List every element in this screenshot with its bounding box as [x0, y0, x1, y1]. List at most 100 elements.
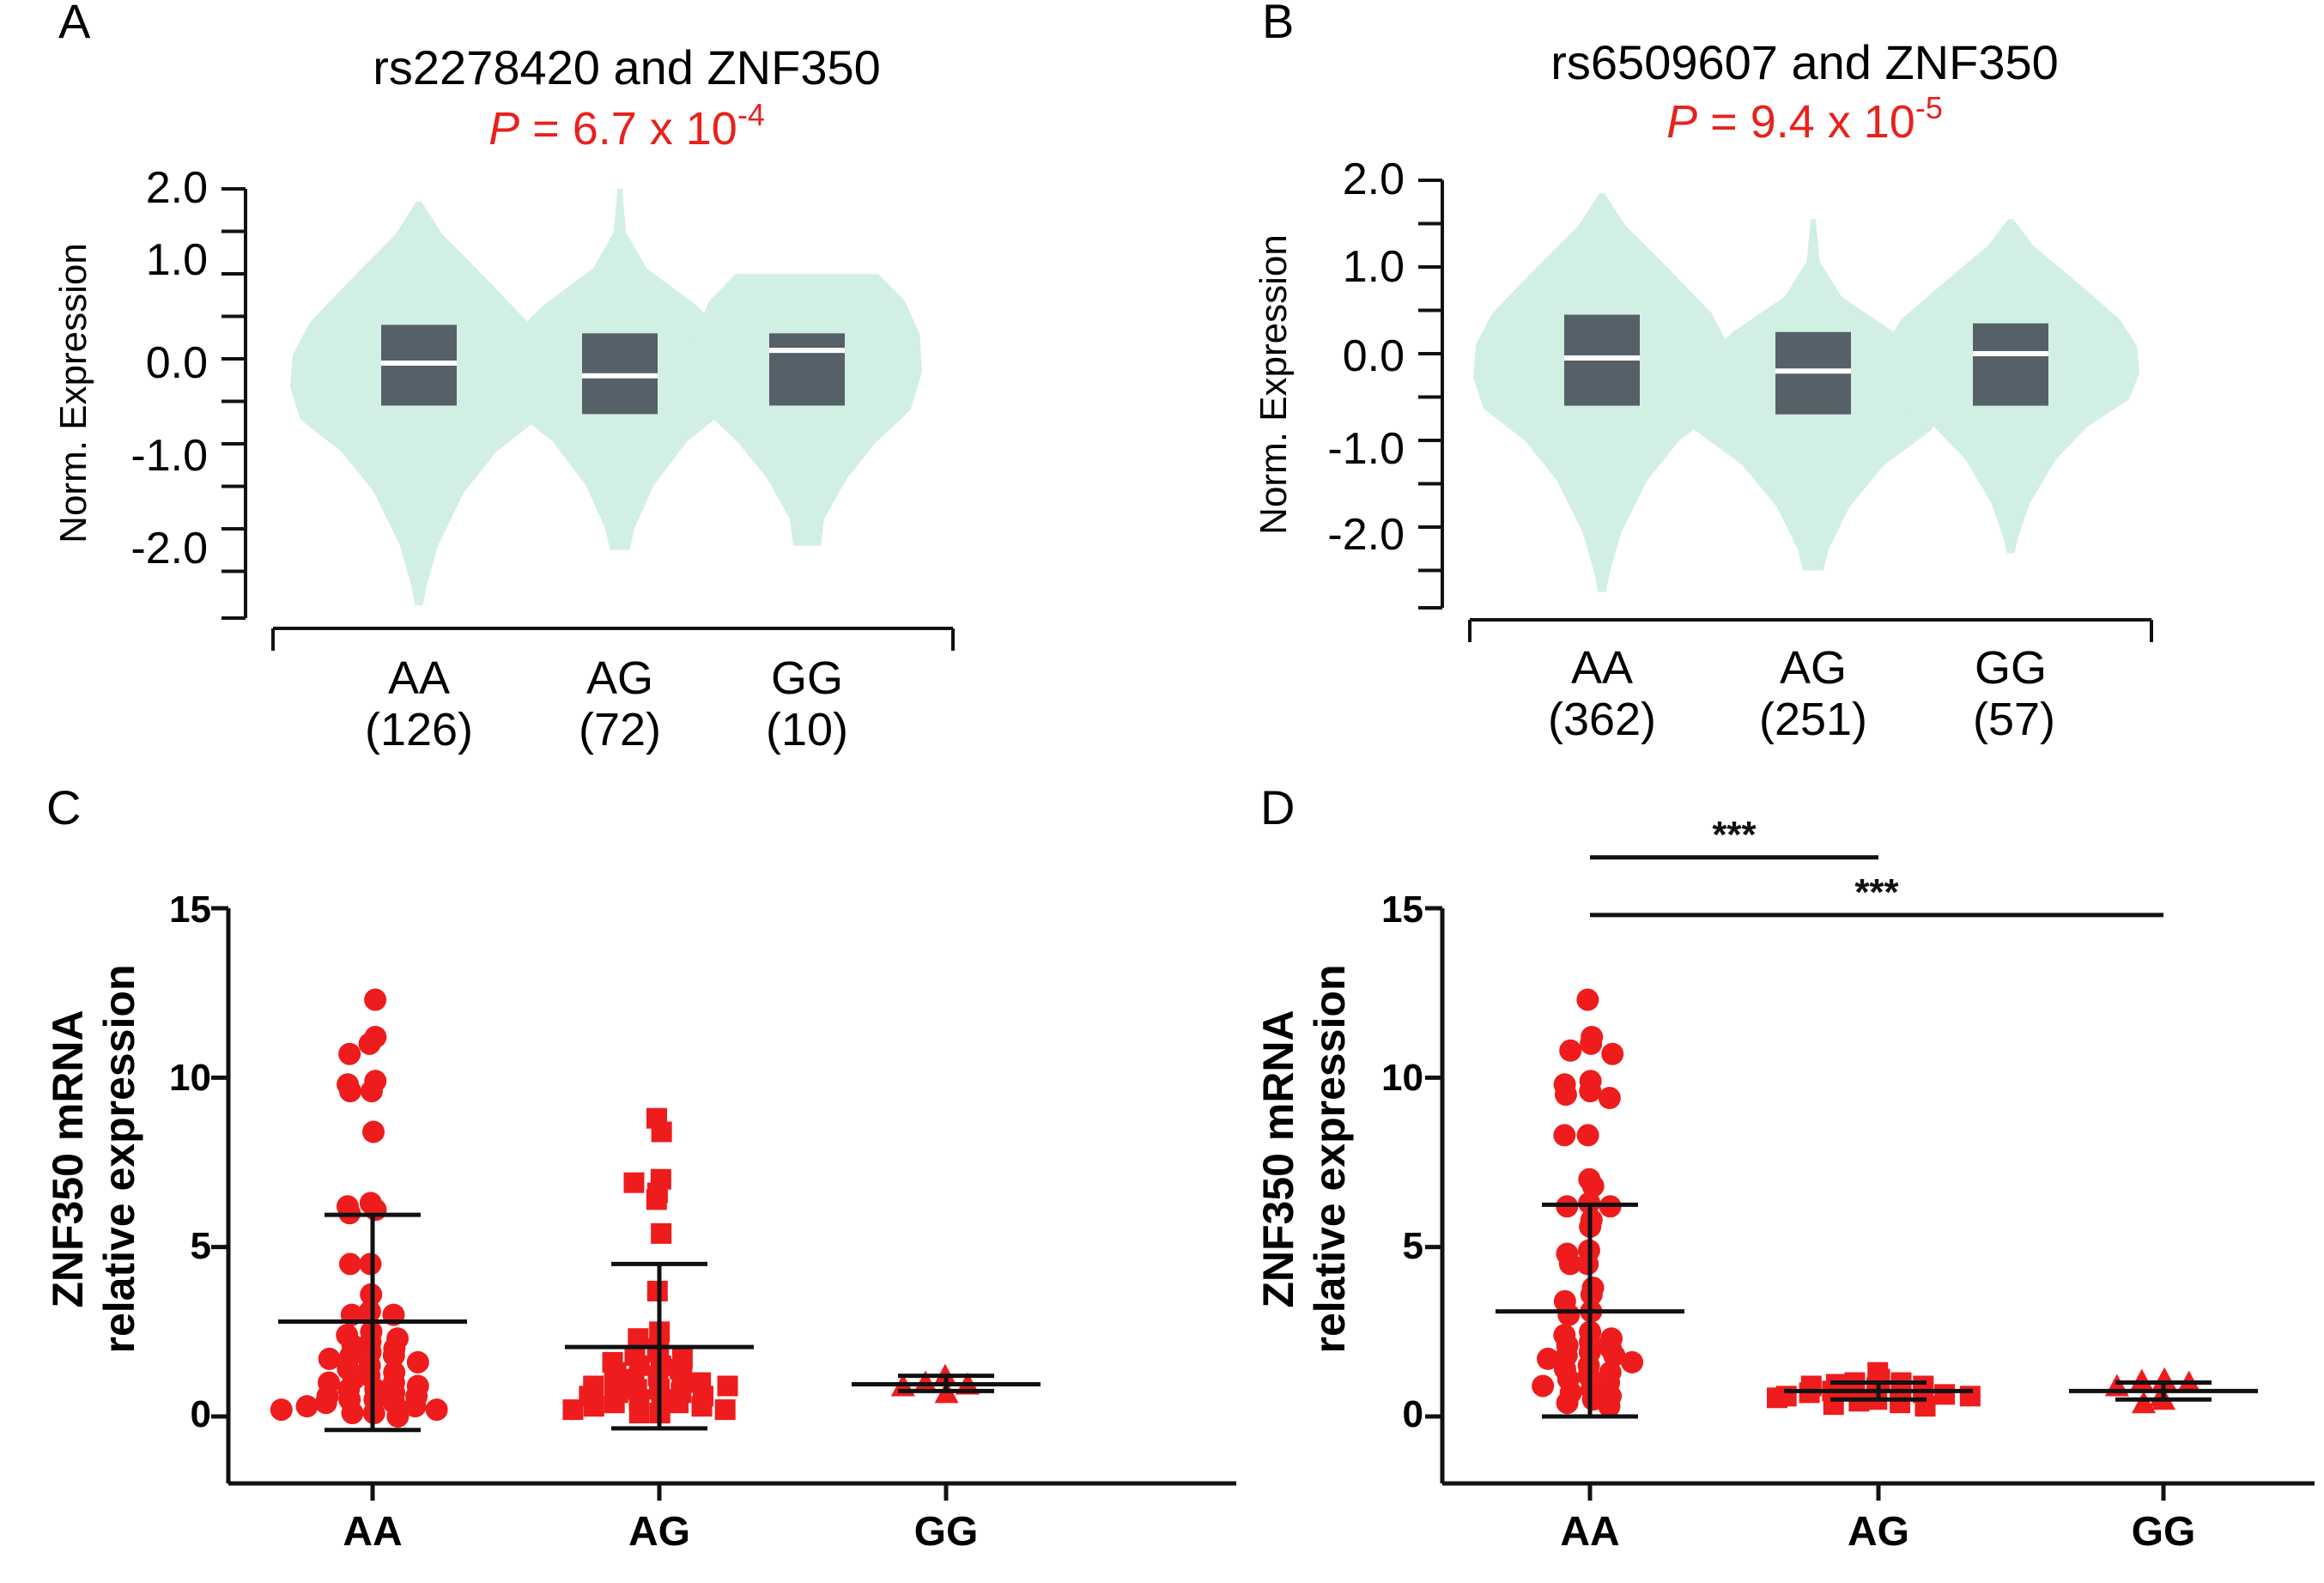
violin-gg: [692, 274, 922, 546]
panel-d-xtick-labels: AA AG GG: [1560, 1509, 2195, 1555]
data-point-triangle: [913, 1370, 937, 1393]
box-gg: [1973, 323, 2048, 406]
xtick-label: AA: [1571, 642, 1633, 694]
data-point-square: [668, 1392, 689, 1414]
panel-a-ylabel: Norm. Expression: [52, 243, 94, 543]
data-point-square: [651, 1222, 672, 1244]
panel-a-title: rs2278420 and ZNF350: [373, 40, 881, 94]
data-point-circle: [1598, 1395, 1621, 1418]
panel-d-points: [1532, 988, 2201, 1418]
data-point-circle: [358, 1300, 381, 1323]
xtick-label: AA: [1560, 1509, 1619, 1555]
data-point-circle: [404, 1395, 427, 1418]
significance-label: ***: [1854, 871, 1899, 913]
panel-b-title: rs6509607 and ZNF350: [1550, 35, 2059, 89]
ytick-label: -2.0: [1327, 510, 1405, 560]
ytick-label: 0: [1403, 1393, 1423, 1435]
panel-b-ytick-labels: 2.0 1.0 0.0 -1.0 -2.0: [1327, 155, 1405, 560]
data-point-circle: [364, 1198, 387, 1222]
panel-c-ylabel-line1: ZNF350 mRNA: [44, 1010, 92, 1307]
panel-c-ylabel-line2: relative expression: [95, 964, 143, 1353]
data-point-circle: [1532, 1374, 1555, 1398]
data-point-square: [1934, 1384, 1956, 1405]
data-point-circle: [1580, 1032, 1603, 1055]
panel-c-ytick-labels: 15 10 5 0: [169, 889, 211, 1435]
ytick-label: 0: [191, 1393, 211, 1435]
ytick-label: 1.0: [1343, 242, 1405, 292]
panel-a-p-value: P = 6.7 x 10-4: [488, 97, 765, 155]
data-point-circle: [1537, 1347, 1560, 1370]
data-point-triangle: [2131, 1391, 2156, 1414]
ytick-label: 2.0: [1343, 155, 1405, 204]
data-point-circle: [406, 1350, 429, 1374]
panel-c-points: [270, 988, 980, 1428]
panel-d: D ZNF350 mRNA relative expression 15 10 …: [1254, 780, 2315, 1555]
data-point-circle: [364, 988, 387, 1011]
data-point-square: [628, 1403, 650, 1424]
ytick-label: 15: [169, 889, 211, 931]
ytick-label: 5: [1403, 1225, 1423, 1267]
panel-a: A rs2278420 and ZNF350 P = 6.7 x 10-4 No…: [52, 0, 955, 755]
panel-c-error-bars: [278, 1212, 1041, 1433]
ytick-label: 0.0: [146, 338, 208, 388]
panel-b-ylabel: Norm. Expression: [1253, 234, 1295, 535]
panel-letter-b: B: [1262, 0, 1294, 48]
xtick-label: GG: [2132, 1509, 2196, 1555]
xtick-sample-size: (362): [1548, 694, 1656, 745]
panel-d-ylabel-line1: ZNF350 mRNA: [1254, 1010, 1302, 1307]
data-point-circle: [360, 1080, 383, 1103]
xtick-label: AG: [628, 1509, 690, 1555]
data-point-circle: [1576, 1124, 1599, 1147]
data-point-square: [623, 1172, 645, 1193]
data-point-circle: [1579, 1080, 1602, 1103]
panel-d-axes: [1425, 906, 2315, 1501]
data-point-square: [691, 1396, 713, 1417]
data-point-circle: [382, 1343, 405, 1367]
data-point-circle: [295, 1395, 319, 1418]
data-point-circle: [270, 1398, 293, 1422]
data-point-circle: [338, 1042, 361, 1065]
panel-b-violins: [1473, 193, 2139, 592]
panel-c-axes: [211, 906, 1236, 1501]
panel-letter-d: D: [1260, 780, 1295, 834]
ytick-label: 2.0: [146, 163, 208, 213]
panel-b-p-value: P = 9.4 x 10-5: [1666, 90, 1943, 148]
data-point-circle: [359, 1252, 382, 1276]
xtick-label: GG: [1975, 642, 2047, 694]
panel-d-error-bars: [1496, 1202, 2258, 1419]
ytick-label: 5: [191, 1225, 211, 1267]
panel-c: C ZNF350 mRNA relative expression 15 10 …: [44, 780, 1236, 1555]
data-point-triangle: [2129, 1368, 2154, 1392]
data-point-square: [604, 1392, 625, 1414]
data-point-square: [651, 1121, 672, 1143]
panel-b: B rs6509607 and ZNF350 P = 9.4 x 10-5 No…: [1253, 0, 2153, 745]
panel-b-xtick-labels: AA (362) AG (251) GG (57): [1548, 642, 2055, 745]
panel-a-xtick-labels: AA (126) AG (72) GG (10): [365, 652, 848, 755]
xtick-label: AG: [1780, 642, 1847, 694]
data-point-circle: [1556, 1392, 1579, 1415]
panel-a-violins: [290, 189, 922, 606]
data-point-circle: [1603, 1343, 1626, 1367]
xtick-label: AA: [343, 1509, 402, 1555]
xtick-sample-size: (126): [365, 704, 473, 755]
xtick-sample-size: (251): [1759, 694, 1867, 745]
xtick-sample-size: (10): [766, 704, 848, 755]
data-point-circle: [1598, 1087, 1621, 1110]
xtick-label: AA: [388, 652, 450, 704]
data-point-circle: [1554, 1083, 1577, 1107]
ytick-label: 10: [169, 1057, 211, 1099]
ytick-label: -2.0: [130, 524, 208, 573]
significance-label: ***: [1712, 814, 1757, 856]
ytick-label: 0.0: [1343, 331, 1405, 381]
data-point-circle: [1559, 1039, 1582, 1062]
data-point-square: [583, 1396, 604, 1417]
xtick-label: AG: [1848, 1509, 1909, 1555]
data-point-circle: [361, 1120, 385, 1143]
panel-letter-c: C: [46, 780, 81, 834]
ytick-label: -1.0: [130, 431, 208, 481]
data-point-circle: [1558, 1252, 1581, 1276]
panel-letter-a: A: [58, 0, 91, 48]
data-point-circle: [1557, 1303, 1581, 1326]
data-point-circle: [318, 1347, 341, 1370]
